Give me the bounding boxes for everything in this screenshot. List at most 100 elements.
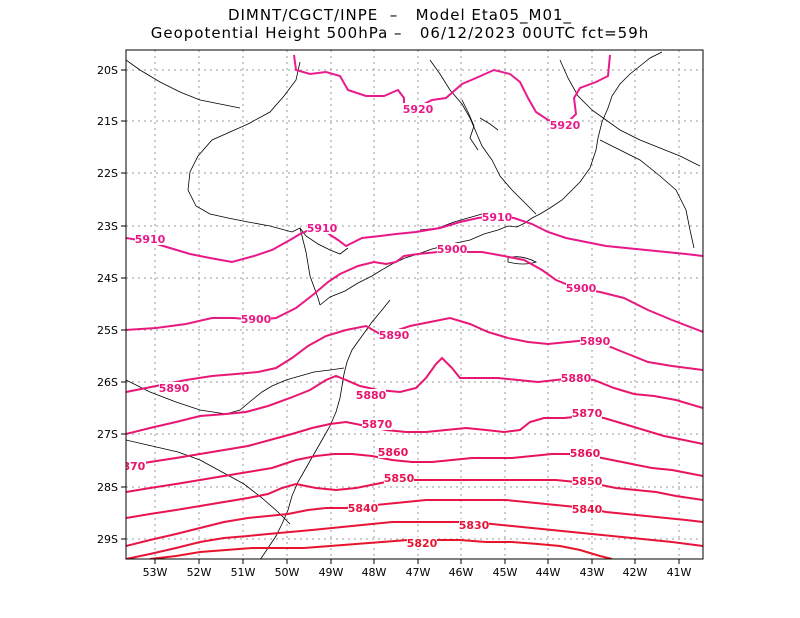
contour-5850 xyxy=(126,479,703,519)
lon-tick-label: 44W xyxy=(536,566,561,579)
contour-label-bg xyxy=(561,372,591,384)
contour-5900 xyxy=(126,251,703,333)
lon-tick-label: 52W xyxy=(187,566,212,579)
state-border-5 xyxy=(429,59,537,215)
contour-label-5910a: 5910 xyxy=(135,233,166,246)
contour-lines xyxy=(126,54,703,559)
lat-tick-label: 21S xyxy=(97,115,118,128)
contour-label-bg xyxy=(572,407,602,419)
contour-5860 xyxy=(126,453,703,493)
contour-label-5830: 5830 xyxy=(459,519,490,532)
lon-tick-label: 47W xyxy=(406,566,431,579)
contour-label-5900b: 5900 xyxy=(437,243,468,256)
lon-tick-label: 41W xyxy=(667,566,692,579)
contour-label-bg xyxy=(566,282,596,294)
map-frame xyxy=(125,49,704,560)
contour-label-5870b: 5870 xyxy=(572,407,603,420)
contour-label-5890b: 5890 xyxy=(379,329,410,342)
contour-label-5860a: 5860 xyxy=(378,446,409,459)
contour-5820 xyxy=(149,539,613,559)
contour-label-bg xyxy=(135,233,165,245)
contour-label-5880a: 5880 xyxy=(356,389,387,402)
lon-tick-label: 46W xyxy=(449,566,474,579)
lon-tick-label: 45W xyxy=(493,566,518,579)
lon-tick-label: 42W xyxy=(623,566,648,579)
lon-tick-label: 53W xyxy=(143,566,168,579)
lat-tick-label: 26S xyxy=(97,376,118,389)
contour-5920 xyxy=(293,54,611,126)
lat-tick-label: 29S xyxy=(97,533,118,546)
contour-labels: 5920 5920 5910 5910 5910 5900 5900 5900 5890 5890… xyxy=(115,103,611,550)
river-2 xyxy=(479,117,499,131)
contour-label-5850a: 5850 xyxy=(384,472,415,485)
contour-label-5920b: 5920 xyxy=(550,119,581,132)
contour-label-bg xyxy=(459,519,489,531)
chart-subtitle: Geopotential Height 500hPa – 06/12/2023 … xyxy=(150,24,650,42)
contour-label-5910c: 5910 xyxy=(482,211,513,224)
state-border-7 xyxy=(599,139,695,249)
contour-label-5920a: 5920 xyxy=(403,103,434,116)
state-border-6 xyxy=(559,59,701,167)
contour-label-5820: 5820 xyxy=(407,537,438,550)
contour-label-5850b: 5850 xyxy=(572,475,603,488)
contour-label-bg xyxy=(126,460,146,472)
longitude-ticks: 53W 52W 51W 50W 49W 48W 47W 46W 45W 44W 43W 42W 41W xyxy=(143,559,692,579)
contour-label-bg xyxy=(241,313,271,325)
contour-label-bg xyxy=(362,418,392,430)
contour-label-bg xyxy=(379,329,409,341)
contour-label-5900a: 5900 xyxy=(241,313,272,326)
contour-label-5860b: 5860 xyxy=(570,447,601,460)
contour-label-5890a: 5890 xyxy=(159,382,190,395)
coastline-south xyxy=(260,299,391,559)
contour-label-bg xyxy=(159,382,189,394)
state-border-4 xyxy=(126,439,291,525)
lon-tick-label: 51W xyxy=(231,566,256,579)
grid-lines xyxy=(126,50,703,559)
contour-label-bg xyxy=(570,447,600,459)
contour-label-5900c: 5900 xyxy=(566,282,597,295)
contour-label-bg xyxy=(348,502,378,514)
contour-label-bg xyxy=(572,503,602,515)
contour-label-5890c: 5890 xyxy=(580,335,611,348)
contour-label-bg xyxy=(482,211,512,223)
contour-5870 xyxy=(126,414,703,467)
lon-tick-label: 50W xyxy=(275,566,300,579)
contour-label-bg xyxy=(378,446,408,458)
contour-label-5910b: 5910 xyxy=(307,222,338,235)
state-border-3 xyxy=(126,367,345,415)
lat-tick-label: 25S xyxy=(97,324,118,337)
state-border-8 xyxy=(126,59,241,109)
contour-label-bg xyxy=(407,537,437,549)
contour-label-bg xyxy=(437,243,467,255)
contour-label-bg xyxy=(356,389,386,401)
lat-tick-label: 27S xyxy=(97,428,118,441)
coastline-main xyxy=(319,51,663,306)
contour-label-5840a: 5840 xyxy=(348,502,379,515)
lat-tick-label: 24S xyxy=(97,272,118,285)
lat-tick-label: 28S xyxy=(97,481,118,494)
chart-title: DIMNT/CGCT/INPE – Model Eta05_M01_ xyxy=(227,6,573,24)
contour-label-bg xyxy=(550,119,580,131)
lon-tick-label: 49W xyxy=(319,566,344,579)
lon-tick-label: 43W xyxy=(580,566,605,579)
lon-tick-label: 48W xyxy=(362,566,387,579)
contour-5830 xyxy=(126,521,703,559)
lat-tick-label: 23S xyxy=(97,220,118,233)
contour-label-bg xyxy=(384,472,414,484)
contour-label-bg xyxy=(403,103,433,115)
contour-label-5870c: 5870 xyxy=(115,460,146,473)
latitude-ticks: 20S 21S 22S 23S 24S 25S 26S 27S 28S 29S xyxy=(97,64,126,546)
contour-label-bg xyxy=(307,222,337,234)
contour-label-5840b: 5840 xyxy=(572,503,603,516)
contour-label-bg xyxy=(580,335,610,347)
contour-5890 xyxy=(126,316,703,393)
state-border-1 xyxy=(187,61,349,255)
lagoon xyxy=(507,256,538,265)
contour-label-5870a: 5870 xyxy=(362,418,393,431)
river-1 xyxy=(461,99,479,151)
contour-5910 xyxy=(126,214,703,264)
lat-tick-label: 22S xyxy=(97,167,118,180)
contour-5840 xyxy=(126,499,703,547)
contour-label-bg xyxy=(572,475,602,487)
